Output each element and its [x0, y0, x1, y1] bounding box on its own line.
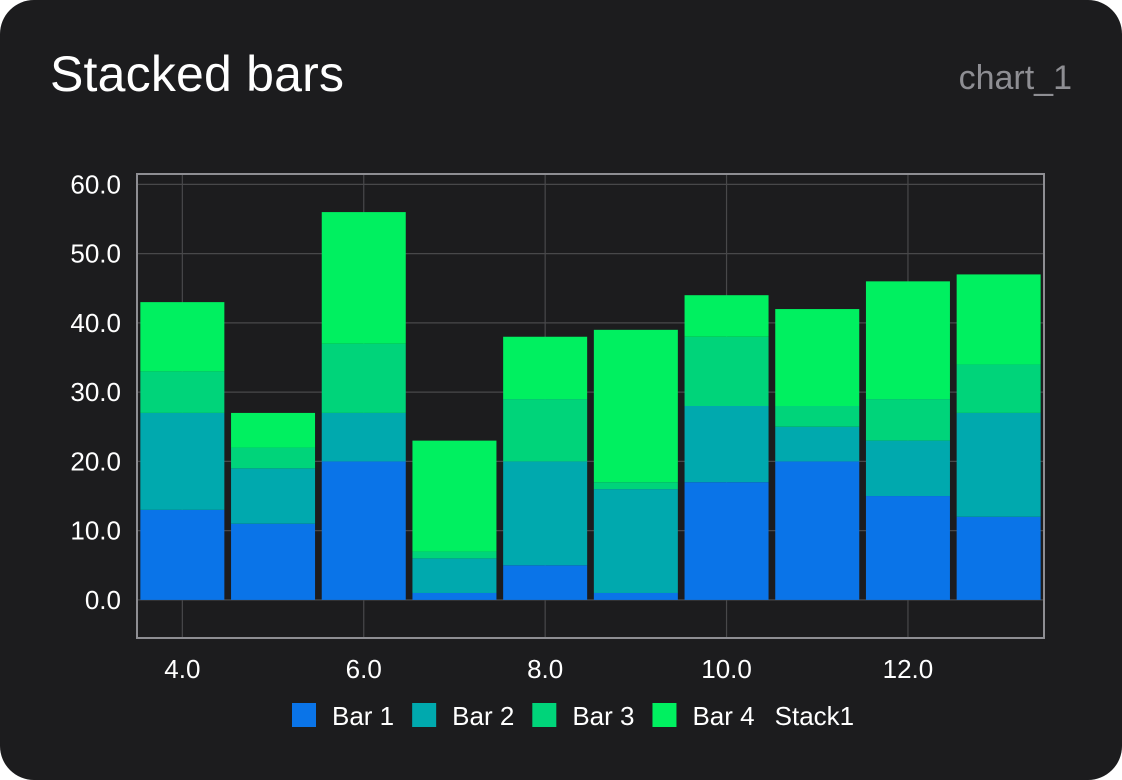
x-tick-label: 4.0	[164, 654, 200, 684]
x-tick-label: 12.0	[883, 654, 934, 684]
legend-label: Bar 4	[692, 701, 754, 731]
x-tick-label: 6.0	[346, 654, 382, 684]
bar-segment	[412, 440, 497, 552]
y-tick-label: 20.0	[70, 446, 121, 476]
y-tick-label: 10.0	[70, 516, 121, 546]
bar-segment	[140, 509, 225, 600]
bar-segment	[865, 440, 950, 497]
bar-segment	[684, 295, 769, 337]
bar-segment	[865, 399, 950, 441]
bar-segment	[503, 565, 588, 600]
x-tick-label: 10.0	[701, 654, 752, 684]
legend-label: Bar 1	[332, 701, 394, 731]
legend-stack-label: Stack1	[775, 701, 855, 731]
chart-id-label: chart_1	[958, 59, 1072, 97]
bar-segment	[321, 212, 406, 344]
bar-segment	[865, 281, 950, 400]
y-tick-label: 60.0	[70, 169, 121, 199]
bar-segment	[956, 516, 1041, 600]
y-tick-label: 0.0	[85, 585, 121, 615]
bar-segment	[140, 302, 225, 372]
bar-segment	[503, 399, 588, 462]
bar-segment	[593, 482, 678, 490]
bar-segment	[956, 274, 1041, 365]
y-tick-label: 40.0	[70, 308, 121, 338]
y-tick-label: 30.0	[70, 377, 121, 407]
bar-segment	[775, 406, 860, 427]
bar-segment	[231, 412, 316, 448]
bar-segment	[140, 371, 225, 413]
bar-segment	[503, 461, 588, 566]
bar-segment	[775, 309, 860, 406]
legend-label: Bar 3	[572, 701, 634, 731]
bar-segment	[503, 336, 588, 400]
bar-segment	[231, 447, 316, 469]
legend-swatch	[532, 703, 557, 727]
bar-segment	[684, 406, 769, 483]
bar-segment	[593, 489, 678, 593]
bar-segment	[775, 461, 860, 600]
legend-swatch	[292, 703, 316, 727]
legend-label: Bar 2	[452, 701, 514, 731]
bar-segment	[321, 343, 406, 413]
bar-segment	[412, 558, 497, 593]
bar-segment	[231, 523, 316, 600]
bar-segment	[775, 426, 860, 462]
bar-segment	[412, 551, 497, 559]
bar-segment	[231, 468, 316, 524]
bar-segment	[684, 482, 769, 600]
bar-segment	[865, 496, 950, 600]
bar-segment	[956, 364, 1041, 413]
bar-segment	[412, 592, 497, 600]
bar-segment	[321, 412, 406, 462]
plot-frame	[136, 173, 1045, 639]
bar-segment	[140, 412, 225, 510]
bar-segment	[684, 336, 769, 406]
bar-segment	[956, 412, 1041, 517]
bar-segment	[321, 461, 406, 600]
x-tick-label: 8.0	[527, 654, 563, 684]
y-tick-label: 50.0	[70, 239, 121, 269]
bar-segment	[593, 329, 678, 483]
chart-title: Stacked bars	[50, 46, 345, 102]
legend-swatch	[412, 703, 437, 727]
bar-segment	[593, 592, 678, 600]
legend-swatch	[652, 703, 677, 727]
